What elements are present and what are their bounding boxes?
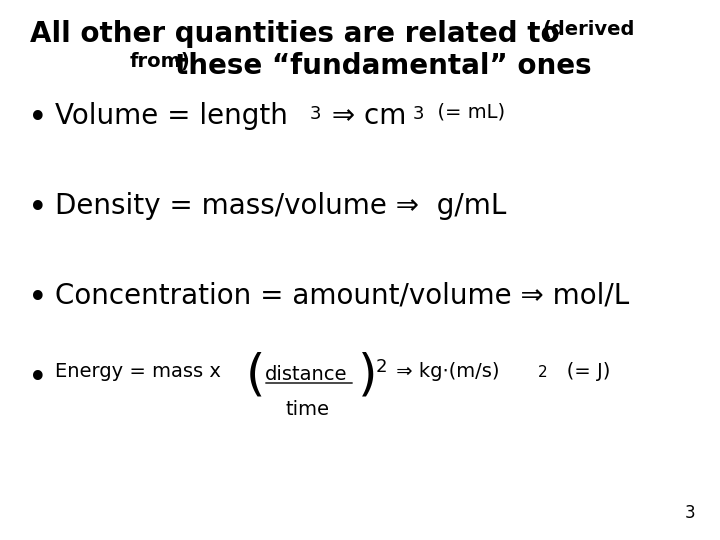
Text: ): ) [358,352,377,400]
Text: Energy = mass x: Energy = mass x [55,362,221,381]
Text: Volume = length: Volume = length [55,102,288,130]
Text: time: time [285,400,329,419]
Text: Density = mass/volume ⇒  g/mL: Density = mass/volume ⇒ g/mL [55,192,506,220]
Text: 3: 3 [310,105,322,123]
Text: •: • [28,282,48,315]
Text: (= J): (= J) [548,362,611,381]
Text: (: ( [246,352,266,400]
Text: •: • [28,192,48,225]
Text: •: • [28,102,48,135]
Text: distance: distance [265,365,348,384]
Text: ⇒ kg⋅(m/s): ⇒ kg⋅(m/s) [390,362,500,381]
Text: from): from) [130,52,191,71]
Text: (= mL): (= mL) [425,102,505,121]
Text: (derived: (derived [542,20,634,39]
Text: 2: 2 [538,365,548,380]
Text: 2: 2 [376,358,387,376]
Text: ⇒ cm: ⇒ cm [323,102,406,130]
Text: All other quantities are related to: All other quantities are related to [30,20,559,48]
Text: Concentration = amount/volume ⇒ mol/L: Concentration = amount/volume ⇒ mol/L [55,282,629,310]
Text: 3: 3 [685,504,695,522]
Text: these “fundamental” ones: these “fundamental” ones [175,52,592,80]
Text: •: • [28,362,48,395]
Text: 3: 3 [413,105,425,123]
